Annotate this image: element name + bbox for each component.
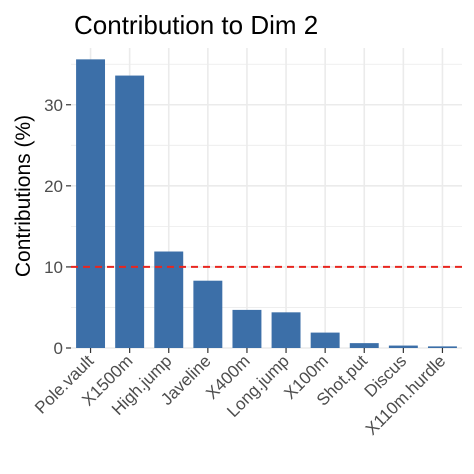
bar-X400m [232, 309, 262, 348]
bar-Shot.put [349, 343, 379, 348]
bar-Javeline [193, 280, 223, 348]
bar-X110m.hurdle [427, 346, 457, 348]
bar-Pole.vault [76, 59, 106, 349]
bar-Long.jump [271, 312, 301, 348]
bar-X1500m [115, 75, 145, 348]
y-axis: 0 10 20 30 [44, 96, 71, 358]
bars [76, 59, 457, 349]
y-axis-label: Contributions (%) [12, 115, 35, 277]
y-tick-label: 30 [44, 96, 63, 115]
y-tick-label: 20 [44, 177, 63, 196]
y-tick-label: 0 [54, 339, 63, 358]
bar-X100m [310, 332, 340, 348]
y-tick-label: 10 [44, 258, 63, 277]
x-tick-label: Pole.vault [31, 351, 97, 417]
bar-Discus [388, 345, 418, 348]
x-axis: Pole.vaultX1500mHigh.jumpJavelineX400mLo… [31, 348, 449, 439]
chart-title: Contribution to Dim 2 [74, 10, 318, 40]
